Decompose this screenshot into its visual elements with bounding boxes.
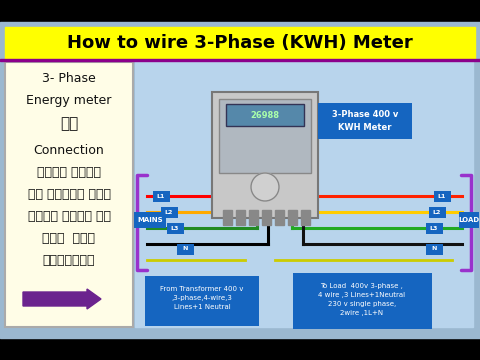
Text: L1: L1 [157, 194, 165, 198]
Text: 3- Phase: 3- Phase [42, 72, 96, 85]
FancyBboxPatch shape [134, 212, 166, 228]
FancyBboxPatch shape [177, 243, 193, 255]
Text: L2: L2 [433, 210, 441, 215]
Text: इतना आसान: इतना आसान [37, 166, 101, 179]
Text: From Transformer 400 v
,3-phase,4-wire,3
Lines+1 Neutral: From Transformer 400 v ,3-phase,4-wire,3… [160, 286, 244, 310]
Text: Connection: Connection [34, 144, 104, 157]
Text: सोचा नहीं था: सोचा नहीं था [27, 210, 110, 223]
Text: L1: L1 [438, 194, 446, 198]
FancyBboxPatch shape [153, 190, 169, 202]
FancyBboxPatch shape [425, 222, 443, 234]
Bar [0, 0, 480, 22]
FancyBboxPatch shape [433, 190, 451, 202]
FancyBboxPatch shape [425, 243, 443, 255]
FancyBboxPatch shape [5, 62, 133, 327]
Text: How to wire 3-Phase (KWH) Meter: How to wire 3-Phase (KWH) Meter [67, 34, 413, 52]
Text: कभी  नही: कभी नही [43, 232, 96, 245]
Bar [301, 210, 310, 225]
FancyArrow shape [23, 289, 101, 309]
Text: MAINS: MAINS [137, 217, 163, 223]
Circle shape [251, 173, 279, 201]
Bar [5, 27, 475, 59]
Bar [249, 210, 258, 225]
Text: L3: L3 [171, 225, 179, 230]
Text: का: का [60, 116, 78, 131]
Bar [0, 22, 480, 338]
FancyBboxPatch shape [459, 212, 479, 228]
Text: LOAD: LOAD [458, 217, 480, 223]
Text: है मैंने कभी: है मैंने कभी [27, 188, 110, 201]
FancyBboxPatch shape [293, 273, 432, 329]
Text: L2: L2 [165, 210, 173, 215]
Bar [135, 62, 473, 327]
Text: N: N [182, 247, 188, 252]
FancyBboxPatch shape [318, 103, 412, 139]
FancyBboxPatch shape [429, 207, 445, 217]
FancyBboxPatch shape [160, 207, 178, 217]
Bar [275, 210, 284, 225]
FancyBboxPatch shape [145, 276, 259, 326]
Text: Energy meter: Energy meter [26, 94, 112, 107]
FancyBboxPatch shape [212, 92, 318, 218]
Bar [0, 338, 480, 360]
Bar [0, 59, 480, 61]
Text: 26988: 26988 [251, 111, 279, 120]
Bar [262, 210, 271, 225]
Text: N: N [432, 247, 437, 252]
Bar [236, 210, 245, 225]
Text: 3-Phase 400 v
KWH Meter: 3-Phase 400 v KWH Meter [332, 110, 398, 132]
FancyBboxPatch shape [226, 104, 304, 126]
Text: To Load  400v 3-phase ,
4 wire ,3 Lines+1Neutral
230 v single phase,
2wire ,1L+N: To Load 400v 3-phase , 4 wire ,3 Lines+1… [318, 283, 406, 316]
FancyBboxPatch shape [167, 222, 183, 234]
Bar [223, 210, 232, 225]
FancyBboxPatch shape [219, 99, 311, 173]
Text: L3: L3 [430, 225, 438, 230]
Text: भूलेंगे: भूलेंगे [43, 254, 95, 267]
Bar [288, 210, 297, 225]
